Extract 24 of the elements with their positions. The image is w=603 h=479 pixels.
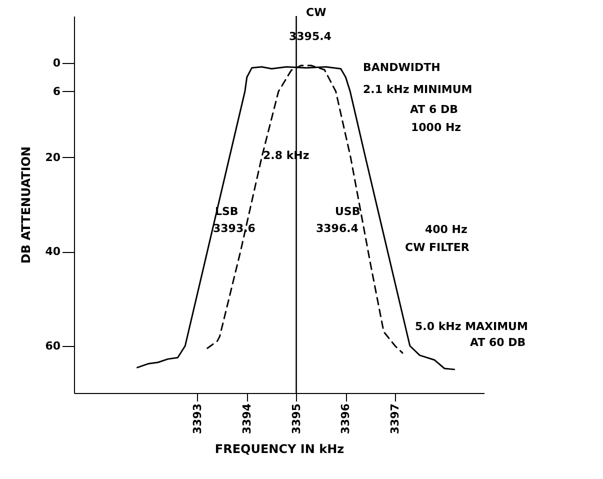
annotation: 400 Hz (425, 223, 468, 236)
y-tick-label: 6 (52, 84, 61, 98)
y-tick-label: 0 (52, 56, 61, 70)
x-axis-title: FREQUENCY IN kHz (214, 442, 344, 456)
annotation: 3396.4 (316, 222, 359, 235)
annotation: BANDWIDTH (363, 61, 440, 74)
x-tick-label: 3394 (240, 403, 254, 434)
annotation: 5.0 kHz MAXIMUM (415, 320, 528, 333)
annotation: AT 60 DB (470, 336, 526, 349)
y-tick-label: 40 (45, 245, 61, 258)
annotation: 2.1 kHz MINIMUM (363, 83, 472, 96)
annotation: 3393.6 (213, 222, 256, 235)
annotation: AT 6 DB (410, 103, 458, 116)
annotation: USB (335, 205, 360, 218)
annotation: 1000 Hz (411, 121, 462, 134)
annotation: CW FILTER (405, 241, 470, 254)
y-tick-label: 60 (45, 339, 61, 352)
annotation: CW (306, 6, 326, 19)
y-tick-label: 20 (45, 150, 61, 164)
x-tick-label: 3393 (190, 404, 204, 434)
y-axis-title: DB ATTENUATION (19, 146, 34, 264)
x-tick-label: 3395 (290, 404, 303, 434)
x-tick-label: 3396 (339, 403, 352, 434)
x-tick-label: 3397 (388, 404, 402, 434)
